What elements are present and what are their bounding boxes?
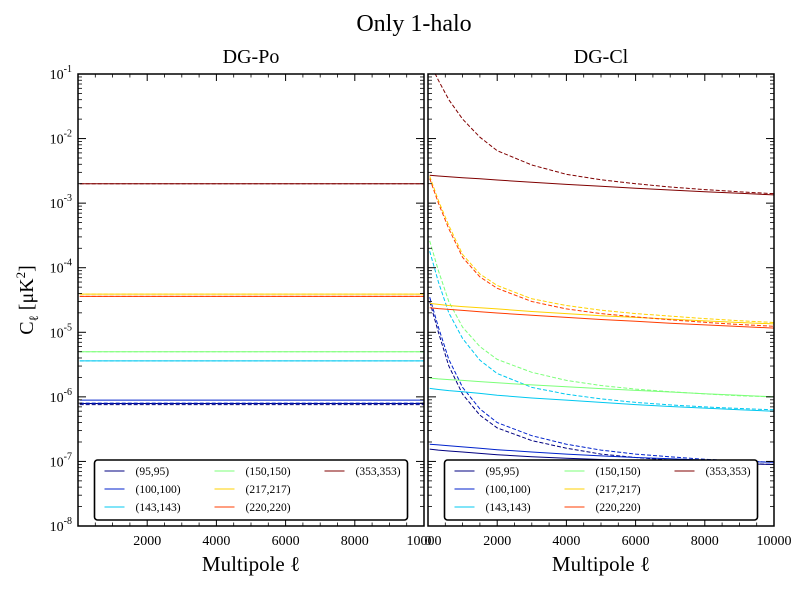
left-x-tick-label: 8000 <box>341 534 369 549</box>
right-legend-label: (353,353) <box>706 466 751 478</box>
left-legend-label: (220,220) <box>246 502 291 514</box>
y-axis-label-main: C <box>16 321 38 334</box>
right-series-5-solid-line <box>429 302 774 325</box>
right-series-group <box>429 74 774 465</box>
right-series-6-solid-line <box>429 307 774 329</box>
left-panel-title: DG-Po <box>223 46 280 68</box>
right-legend-label: (220,220) <box>596 502 641 514</box>
right-series-4-solid-line <box>429 377 774 398</box>
left-legend-label: (353,353) <box>356 466 401 478</box>
y-axis-label-unit-close: ] <box>16 265 38 272</box>
y-tick-label: 10-6 <box>50 387 72 406</box>
right-legend-box <box>443 459 759 521</box>
y-axis-label-unit-superscript: 2 <box>13 272 28 279</box>
left-legend-label: (100,100) <box>136 484 181 496</box>
left-legend-box <box>93 459 409 521</box>
right-series-1-dashed-line <box>429 301 774 465</box>
left-x-tick-label: 2000 <box>133 534 161 549</box>
right-series-7-dashed-line <box>434 74 774 195</box>
right-x-axis-label: Multipole ℓ <box>552 552 650 576</box>
right-legend-label: (217,217) <box>596 484 641 496</box>
y-tick-label: 10-5 <box>50 322 72 341</box>
left-x-tick-label: 10000 <box>407 534 442 549</box>
y-tick-label: 10-2 <box>50 129 72 148</box>
right-series-4-dashed-line <box>429 240 774 398</box>
right-x-tick-label: 0 <box>425 534 432 549</box>
right-series-3-dashed-line <box>429 251 774 411</box>
left-legend-label: (217,217) <box>246 484 291 496</box>
y-tick-label: 10-8 <box>50 516 72 535</box>
y-axis-label-unit: [μK <box>16 278 38 315</box>
right-x-tick-label: 10000 <box>757 534 792 549</box>
right-x-tick-label: 4000 <box>552 534 580 549</box>
right-panel-title: DG-Cl <box>574 46 629 68</box>
figure-suptitle: Only 1-halo <box>356 11 471 37</box>
left-x-axis-label: Multipole ℓ <box>202 552 300 576</box>
left-legend: (95,95) (100,100) (143,143) (150,150) (217,2… <box>93 459 409 521</box>
right-series-3-solid-line <box>429 387 774 412</box>
right-x-tick-label: 8000 <box>691 534 719 549</box>
y-tick-label: 10-1 <box>50 64 72 83</box>
right-legend-label: (150,150) <box>596 466 641 478</box>
left-legend-label: (95,95) <box>136 466 170 478</box>
left-legend-label: (150,150) <box>246 466 291 478</box>
y-axis-label: Cℓ [μK2] <box>13 265 41 335</box>
left-plot-frame <box>77 73 425 527</box>
y-tick-label: 10-7 <box>50 451 72 470</box>
right-series-7-solid-line <box>429 174 774 196</box>
left-x-tick-label: 6000 <box>272 534 300 549</box>
right-legend-label: (100,100) <box>486 484 531 496</box>
right-x-tick-label: 6000 <box>622 534 650 549</box>
left-panel: 2000 4000 6000 8000 10000 10-8 10-7 10-6 10-5 10-… <box>50 64 442 549</box>
y-axis-label-subscript: ℓ <box>26 315 41 321</box>
right-series-6-dashed-line <box>429 178 774 327</box>
right-panel: 0 2000 4000 6000 8000 10000 (95,95) (100,100) (1… <box>425 73 792 549</box>
right-legend-label: (95,95) <box>486 466 520 478</box>
right-series-2-dashed-line <box>429 297 774 463</box>
y-tick-label: 10-3 <box>50 193 72 212</box>
right-x-tick-label: 2000 <box>483 534 511 549</box>
right-legend-label: (143,143) <box>486 502 531 514</box>
y-tick-label: 10-4 <box>50 258 72 277</box>
left-legend-label: (143,143) <box>136 502 181 514</box>
left-series-group <box>79 183 424 406</box>
right-legend: (95,95) (100,100) (143,143) (150,150) (217,2… <box>443 459 759 521</box>
right-series-5-dashed-line <box>429 176 774 323</box>
left-x-tick-label: 4000 <box>202 534 230 549</box>
right-plot-frame <box>427 73 775 527</box>
